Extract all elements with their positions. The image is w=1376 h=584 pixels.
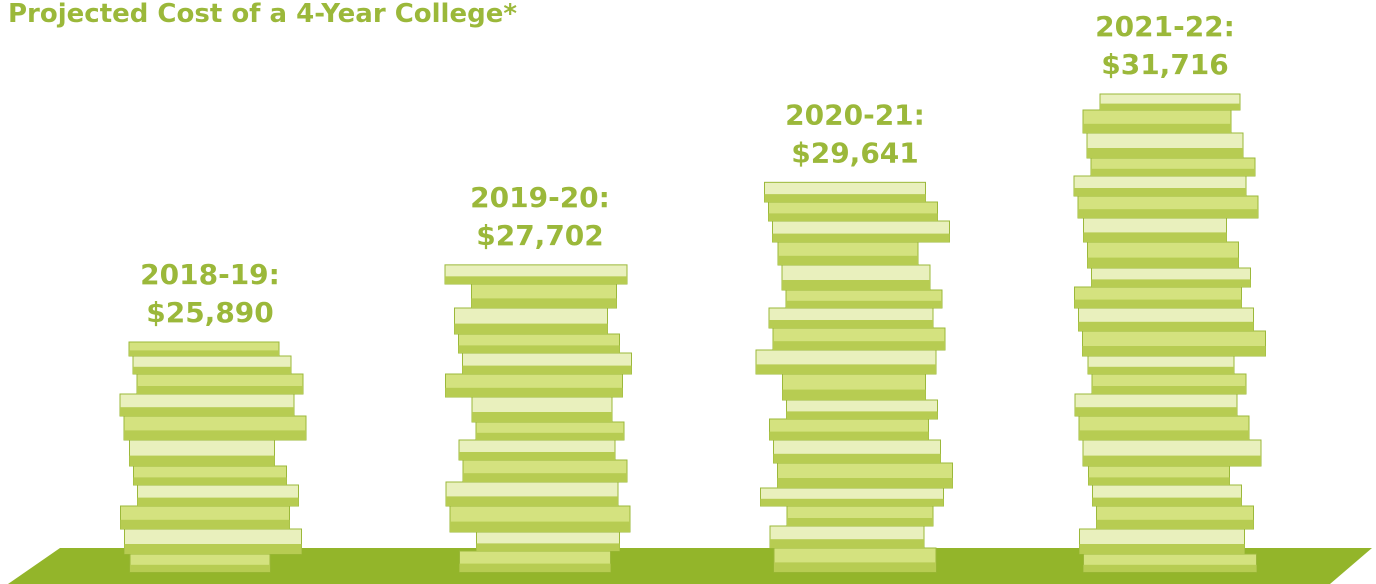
book-spine [769,431,929,440]
book-spine [458,345,620,353]
book-stack [1073,93,1266,573]
book-spine [782,280,930,290]
book-spine [1075,407,1237,416]
value-label: $31,716 [1101,48,1229,81]
book-spine [450,521,630,532]
book-spine [1088,366,1234,374]
book-spine [1087,148,1243,158]
book-spine [129,455,275,466]
book-spine [1088,477,1230,485]
value-label: $29,641 [791,136,919,169]
book-spine [1091,168,1255,176]
book-spine [471,298,617,308]
book-spine [476,432,624,440]
book-spine [1092,497,1242,506]
category-label: 2020-21: [785,98,925,131]
category-label: 2018-19: [140,258,280,291]
book-spine [1083,123,1231,133]
book-spine [782,389,926,400]
book-spine [786,300,942,308]
book-spine [773,341,945,350]
book-spine [1083,564,1257,572]
value-label: $27,702 [476,219,604,252]
book-spine [472,412,612,422]
book-spine [756,364,936,374]
book-spine [1087,257,1239,268]
book-spine [445,276,627,284]
book-spine [463,473,627,482]
book-spine [446,496,618,506]
book-stack [755,181,953,573]
ground [8,548,1372,584]
book-spine [764,194,926,202]
book-spine [1079,430,1249,440]
book-spine [1100,103,1240,110]
book-spine [133,366,291,374]
book-spine [120,519,290,529]
value-label: $25,890 [146,296,274,329]
book-spine [769,320,933,328]
book-spine [1082,346,1266,356]
book-spine [1096,519,1254,529]
book-spine [445,387,623,397]
book-spine [124,544,302,554]
book-spine [1078,321,1254,331]
book-spine [768,213,938,221]
book-spine [137,497,299,506]
book-spine [137,386,303,394]
book-spine [459,563,611,572]
book-spine [462,365,632,374]
book-spine [459,452,615,460]
chart-title: Projected Cost of a 4-Year College* [8,0,517,29]
book-stack [119,341,307,573]
book-spine [760,498,944,506]
book-spine [770,539,924,548]
book-spine [454,323,608,334]
category-label: 2021-22: [1095,10,1235,43]
book-spine [773,453,941,463]
book-spine [1074,188,1246,196]
book-spine [133,477,287,485]
book-spine [130,564,270,572]
book-spine [772,233,950,242]
book-spine [774,562,936,572]
book-spine [1092,386,1246,394]
book-spine [777,478,953,488]
book-spine [129,350,279,356]
book-spine [787,518,933,526]
book-spine [786,411,938,419]
book-spine [1091,279,1251,287]
book-spine [778,255,918,265]
book-spine [124,430,306,440]
book-spine [1078,209,1258,218]
book-spine [120,407,294,416]
book-spine [1079,544,1245,554]
book-spine [1074,299,1242,308]
category-label: 2019-20: [470,181,610,214]
book-spine [1083,455,1261,466]
book-stack [444,264,632,573]
book-spine [476,543,620,551]
book-spine [1083,232,1227,242]
